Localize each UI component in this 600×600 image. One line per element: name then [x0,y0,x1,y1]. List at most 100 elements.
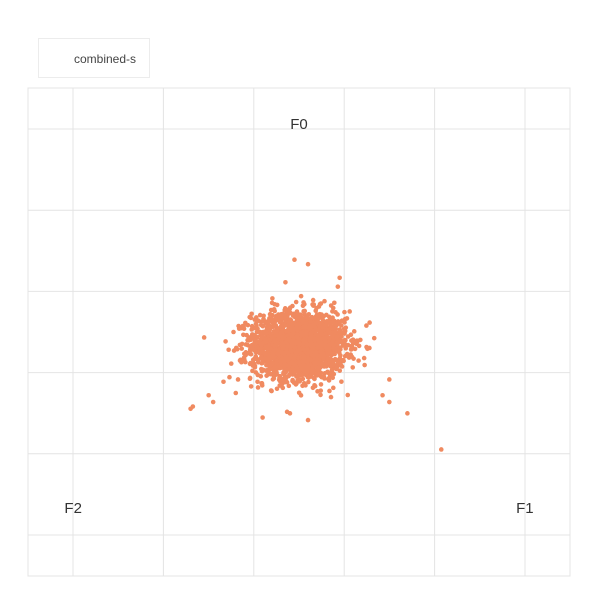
data-point [282,306,288,311]
data-point [324,361,329,367]
data-point [335,284,341,289]
data-point [190,404,196,409]
data-point [296,336,302,341]
data-point [306,379,311,385]
data-point [300,362,306,368]
vertex-label-f2: F2 [64,500,82,517]
data-point [316,372,321,378]
data-point [227,374,232,380]
data-point [264,362,269,368]
data-point [242,357,247,363]
data-point [254,322,259,328]
data-point [255,372,261,378]
data-point [277,373,283,379]
data-point [260,360,265,366]
data-point [286,373,291,379]
data-point [255,357,261,363]
data-point [291,369,297,375]
data-point [354,338,360,343]
data-point [261,316,266,322]
data-point [335,364,340,369]
data-point [300,383,305,389]
data-point [290,313,296,318]
data-point [330,333,335,338]
data-point [333,309,338,315]
data-point [235,377,241,382]
data-point [251,347,256,353]
data-point [290,341,295,347]
data-point [306,356,312,362]
data-point [343,342,348,347]
data-point [260,323,266,329]
data-point [228,361,234,366]
data-point [256,318,261,324]
data-point [297,341,302,347]
data-point [249,311,254,317]
data-point [248,384,254,389]
data-point [310,365,315,371]
data-point [245,342,251,348]
data-point [350,337,356,342]
data-point [326,377,331,382]
data-point [336,348,341,354]
data-point [308,331,314,336]
scatter-points [188,257,444,452]
data-point [223,339,228,344]
data-point [330,372,335,377]
data-point [338,353,343,358]
data-point [327,343,332,348]
data-point [254,329,260,335]
data-point [282,378,287,383]
data-point [289,324,295,330]
data-point [251,361,257,366]
data-point [275,350,280,356]
data-point [308,373,314,378]
data-point [341,358,346,364]
vertex-label-f0: F0 [290,116,308,133]
data-point [334,334,340,339]
data-point [322,336,328,341]
data-point [339,318,345,324]
data-point [315,389,320,394]
data-point [268,331,273,336]
data-point [294,317,300,322]
data-point [270,296,275,301]
data-point [252,332,258,338]
data-point [279,329,284,335]
data-point [322,298,327,304]
data-point [328,394,334,400]
data-point [296,321,301,327]
data-point [248,315,254,321]
data-point [332,300,337,306]
data-point [310,297,316,303]
data-point [387,377,392,382]
data-point [322,371,328,376]
data-point [290,377,295,383]
data-point [311,302,317,307]
data-point [405,411,410,416]
data-point [361,355,367,361]
data-point [337,368,343,373]
data-point [351,329,357,334]
data-point [387,399,392,405]
data-point [362,362,367,368]
data-point [318,320,323,326]
data-point [314,357,320,362]
data-point [339,379,344,384]
data-point [281,343,287,349]
data-point [268,346,273,351]
data-point [289,332,295,337]
grid [27,87,571,577]
data-point [277,333,283,339]
data-point [267,327,273,332]
data-point [301,300,306,305]
data-point [284,349,289,355]
data-point [273,342,279,348]
data-point [282,373,288,379]
data-point [266,370,271,375]
data-point [320,324,326,330]
data-point [337,275,342,281]
data-point [318,382,324,387]
